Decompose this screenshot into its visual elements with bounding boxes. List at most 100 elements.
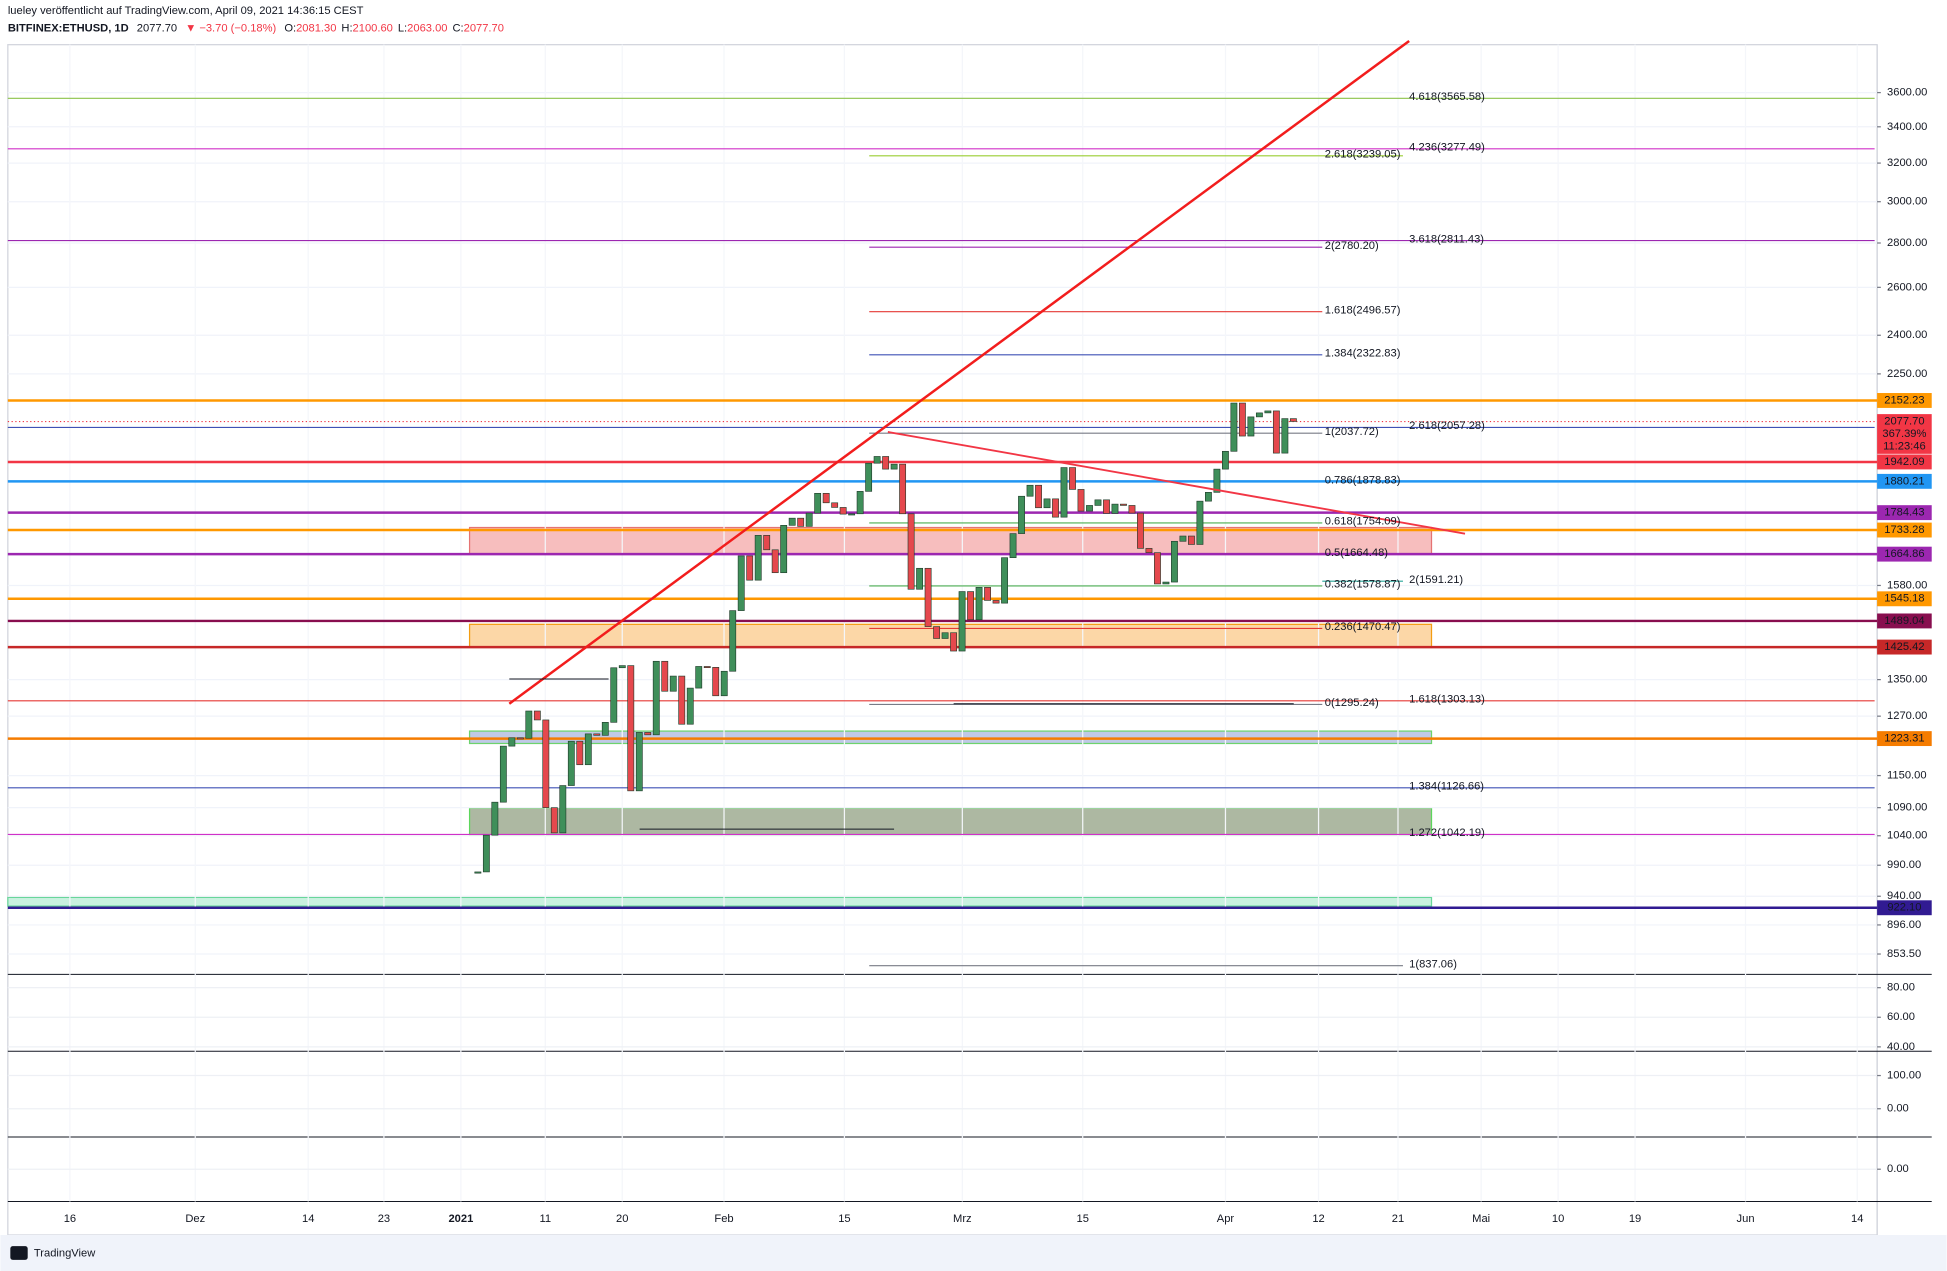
candle <box>737 555 745 611</box>
candle <box>924 567 932 627</box>
x-tick-label: Mrz <box>953 1213 972 1225</box>
x-tick-label: Feb <box>714 1213 733 1225</box>
candle <box>720 670 728 697</box>
candle <box>601 722 609 736</box>
candle <box>1264 410 1272 414</box>
x-tick-label: 15 <box>838 1213 850 1225</box>
candle <box>1077 489 1085 512</box>
y-tick-label: 1090.00 <box>1887 802 1927 814</box>
ohlc-key: C: <box>452 23 463 35</box>
y-tick-label: 1040.00 <box>1887 830 1927 842</box>
level-tag <box>1877 505 1932 521</box>
candle <box>593 733 601 736</box>
ohlc-value: 2100.60 <box>353 23 393 35</box>
candle <box>1145 548 1153 553</box>
x-tick-label: Dez <box>185 1213 205 1225</box>
candle <box>1120 503 1127 506</box>
y-tick-label: 940.00 <box>1887 890 1921 902</box>
y-tick-label: 853.50 <box>1887 948 1921 960</box>
level-tag <box>1877 473 1932 489</box>
candle <box>542 719 550 808</box>
price-tags: 2152.23 1942.09 1880.21 1784.43 1733.28 1664.… <box>1877 393 1932 916</box>
candle <box>491 801 499 836</box>
candle <box>559 785 567 834</box>
fib-label: 1(837.06) <box>1409 958 1457 970</box>
level-tag <box>1877 900 1932 916</box>
candle <box>950 632 957 652</box>
candle <box>516 737 524 740</box>
candle <box>958 591 966 652</box>
candle <box>1171 540 1178 583</box>
candle <box>525 710 533 739</box>
level-tag-label: 1880.21 <box>1884 475 1924 487</box>
y-tick-label: 2800.00 <box>1887 237 1927 249</box>
fib-label: 0.786(1878.83) <box>1325 474 1401 486</box>
candle <box>814 492 822 514</box>
ohlc-value: 2063.00 <box>407 23 447 35</box>
indicator-panes: 80.00 60.00 40.00 100.00 0.00 0.00 <box>7 982 1921 1175</box>
candle <box>652 660 660 736</box>
x-tick-label: 16 <box>64 1213 76 1225</box>
level-tag-label: 2152.23 <box>1884 394 1924 406</box>
fib-label: 2(2780.20) <box>1325 240 1379 252</box>
ohlc-key: L: <box>398 23 407 35</box>
fib-label: 1.272(1042.19) <box>1409 827 1485 839</box>
candle <box>797 517 805 527</box>
candle <box>729 610 737 672</box>
candle <box>1289 418 1297 422</box>
candle <box>1009 533 1017 559</box>
levels <box>7 44 1878 1202</box>
y-tick-label: 2400.00 <box>1887 329 1927 341</box>
candle <box>1018 495 1025 534</box>
candle <box>482 834 490 873</box>
candle <box>839 507 847 515</box>
y-tick-label: 2600.00 <box>1887 281 1927 293</box>
candle <box>856 491 864 515</box>
x-tick-label: 21 <box>1392 1213 1404 1225</box>
y-tick-label: 0.00 <box>1887 1163 1909 1175</box>
fib-label: 4.236(3277.49) <box>1409 141 1485 153</box>
candle <box>1128 505 1136 514</box>
candle <box>771 549 779 574</box>
candle <box>550 807 558 834</box>
x-tick-label: 15 <box>1077 1213 1089 1225</box>
price-tag-countdown: 11:23:46 <box>1883 440 1926 452</box>
candle <box>1196 500 1204 545</box>
candle <box>1111 503 1119 514</box>
candle <box>1035 484 1042 509</box>
level-tag <box>1877 613 1932 629</box>
y-tick-label: 1150.00 <box>1887 770 1927 782</box>
ohlc-key: H: <box>341 23 352 35</box>
candle <box>984 587 991 601</box>
candle <box>610 667 618 723</box>
candle <box>695 666 703 689</box>
candle <box>788 517 796 526</box>
y-tick-label: 3400.00 <box>1887 121 1927 133</box>
candle <box>805 512 813 527</box>
level-tag-label: 1545.18 <box>1884 593 1924 605</box>
candle <box>831 502 839 508</box>
support-zone <box>468 807 1433 836</box>
x-tick-label: 11 <box>539 1213 551 1225</box>
candle <box>1052 498 1059 518</box>
fib-label: 2(1591.21) <box>1409 574 1463 586</box>
level-tag-label: 922.10 <box>1887 902 1921 914</box>
footer <box>0 1235 1947 1271</box>
plot <box>474 402 1297 874</box>
fib-label: 1(2037.72) <box>1325 426 1379 438</box>
symbol: BITFINEX:ETHUSD, 1D <box>8 23 129 35</box>
level-tag-label: 1425.42 <box>1884 641 1924 653</box>
brand[interactable]: TradingView <box>34 1248 96 1260</box>
candle <box>848 513 856 516</box>
level-tag <box>1877 731 1932 747</box>
change: ▼ −3.70 (−0.18%) <box>185 23 276 35</box>
price-tag <box>1877 414 1932 454</box>
level-tag <box>1877 546 1932 562</box>
level-tag-label: 1489.04 <box>1884 615 1924 627</box>
fib-label: 1.384(1126.66) <box>1409 781 1484 793</box>
candle <box>644 732 652 736</box>
candle <box>1272 410 1280 454</box>
candle <box>474 871 482 874</box>
candle <box>1162 581 1170 585</box>
